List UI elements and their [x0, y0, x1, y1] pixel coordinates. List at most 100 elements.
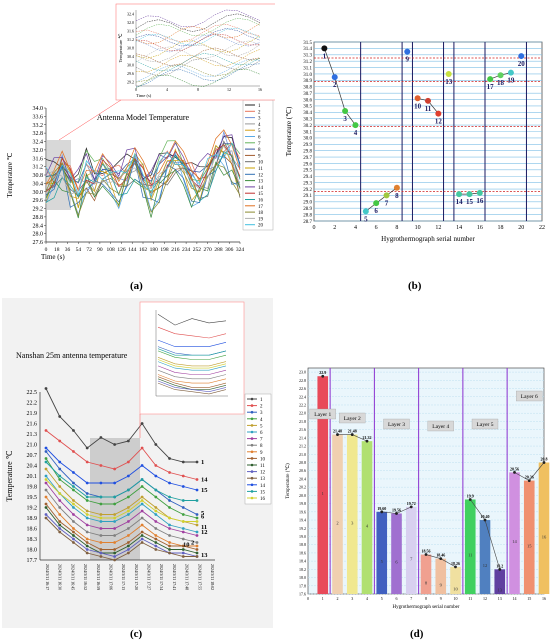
chart-a-legend-entry: 11 [258, 167, 263, 172]
chart-c-marker [140, 541, 144, 544]
chart-b-point-label: 9 [406, 56, 410, 64]
chart-b-point-label: 11 [425, 105, 432, 113]
chart-a-series-14 [45, 134, 241, 182]
chart-c-marker [154, 464, 158, 467]
chart-c-marker [113, 548, 117, 551]
chart-c-marker [58, 506, 62, 509]
chart-a-inset-y-label: Temperature ℃ [118, 33, 123, 63]
chart-a-x-tick-label: 198 [160, 247, 169, 253]
chart-c-marker [181, 513, 185, 516]
chart-b-y-tick-label: 31.2 [303, 60, 312, 65]
chart-a-x-tick-label: 90 [97, 247, 103, 253]
chart-b-point-label: 19 [507, 77, 514, 85]
chart-d-bar-15 [523, 480, 535, 594]
chart-c-marker [113, 527, 117, 530]
chart-c-inset-series-9 [157, 374, 227, 384]
chart-c-y-tick-label: 20.1 [27, 474, 38, 480]
chart-c-marker [195, 548, 199, 551]
chart-c-marker [195, 530, 199, 534]
chart-a: Antenna Model Temperature 27.6 28.0 28.4 28.… [6, 3, 277, 261]
chart-d-bar-marker [424, 553, 428, 556]
chart-a-inset-y-tick-label: 32.4 [127, 12, 134, 17]
chart-c-marker [195, 478, 199, 481]
chart-c-marker [140, 502, 144, 506]
chart-c-marker [58, 439, 62, 443]
chart-c-marker [195, 551, 199, 555]
chart-c-inset-series-12 [157, 380, 227, 393]
chart-b-x-tick-label: 6 [375, 225, 378, 231]
chart-c-marker [140, 499, 144, 502]
chart-c-marker [58, 415, 62, 418]
chart-c-marker [181, 499, 185, 502]
chart-d-bar-marker [365, 439, 369, 443]
chart-d-layer-badge [427, 420, 454, 432]
chart-d-value-label: 21.48 [348, 429, 357, 434]
chart-a-legend [242, 99, 274, 231]
chart-c-marker [140, 537, 144, 541]
chart-a-series-12 [45, 152, 241, 208]
chart-a-inset-series-20 [135, 27, 261, 46]
chart-d-y-tick-label: 20.4 [299, 476, 306, 481]
chart-c-marker [154, 537, 158, 541]
chart-c-series-7 [45, 482, 198, 536]
chart-c-marker [181, 548, 185, 551]
chart-b-point-label: 12 [435, 118, 443, 126]
chart-c-marker [126, 506, 130, 509]
chart-c-marker [113, 516, 117, 520]
chart-c-series-12 [45, 514, 198, 557]
chart-c-marker [113, 467, 117, 471]
chart-c-marker [140, 509, 144, 513]
chart-c-marker [181, 530, 185, 534]
chart-c-marker [99, 516, 103, 520]
chart-c-marker [181, 460, 185, 464]
chart-c-marker [140, 446, 144, 450]
chart-d-value-label: 19.56 [392, 507, 401, 512]
chart-b-point-label: 2 [333, 81, 337, 89]
chart-a-y-tick-label: 28.0 [33, 232, 44, 238]
chart-c-marker [58, 485, 62, 488]
chart-c-marker [181, 544, 185, 548]
chart-c-marker [154, 474, 158, 478]
chart-b-point-20 [518, 53, 525, 60]
chart-b-point-3 [342, 108, 349, 115]
chart-d-bar-4 [361, 441, 373, 594]
chart-d-y-tick-label: 20.2 [299, 485, 306, 490]
chart-c-marker [58, 523, 62, 527]
chart-c-marker [72, 485, 75, 488]
chart-d-layer-label: Layer 4 [432, 424, 449, 430]
chart-c-marker [113, 481, 117, 485]
chart-b-point-label: 18 [497, 79, 505, 87]
chart-c-legend-marker [250, 417, 254, 421]
chart-c-marker [44, 488, 48, 492]
chart-c-marker [126, 488, 130, 492]
chart-c-marker [126, 474, 130, 478]
chart-d-bar-13 [494, 569, 506, 594]
chart-c-marker [85, 513, 89, 516]
chart-a-x-tick-label: 306 [225, 247, 234, 253]
chart-b-y-tick-label: 30.8 [303, 86, 312, 91]
chart-c-marker [126, 520, 130, 523]
chart-c-legend-entry: 5 [260, 424, 263, 429]
panel-d: 17.6 17.8 18.0 18.2 18.4 18.6 18.8 19.0 19.2 19.4… [282, 362, 550, 622]
chart-c-marker [140, 422, 144, 425]
chart-c-marker [126, 527, 130, 530]
chart-c-marker [85, 530, 89, 534]
chart-a-y-tick-label: 33.2 [33, 123, 44, 129]
chart-c-end-label: 5 [201, 510, 205, 517]
chart-b-point-label: 6 [374, 207, 378, 215]
chart-c-inset-series-14 [157, 339, 227, 347]
chart-d-x-tick-label: 3 [351, 596, 353, 601]
chart-c-legend-entry: 16 [260, 497, 266, 502]
chart-b-y-tick-label: 29.8 [303, 149, 312, 154]
chart-c-marker [126, 534, 130, 537]
chart-c-series-9 [45, 496, 197, 547]
chart-c-marker [58, 467, 62, 471]
chart-c-inset-series-6 [157, 361, 227, 371]
chart-c-marker [113, 495, 117, 499]
chart-c-marker [99, 513, 103, 516]
chart-d-value-label: 19.9 [467, 493, 474, 498]
chart-c-marker [99, 436, 103, 439]
chart-a-x-tick-label: 252 [193, 247, 202, 253]
chart-d-x-tick-label: 2 [337, 596, 339, 601]
chart-b-y-tick-label: 29.9 [303, 143, 312, 148]
